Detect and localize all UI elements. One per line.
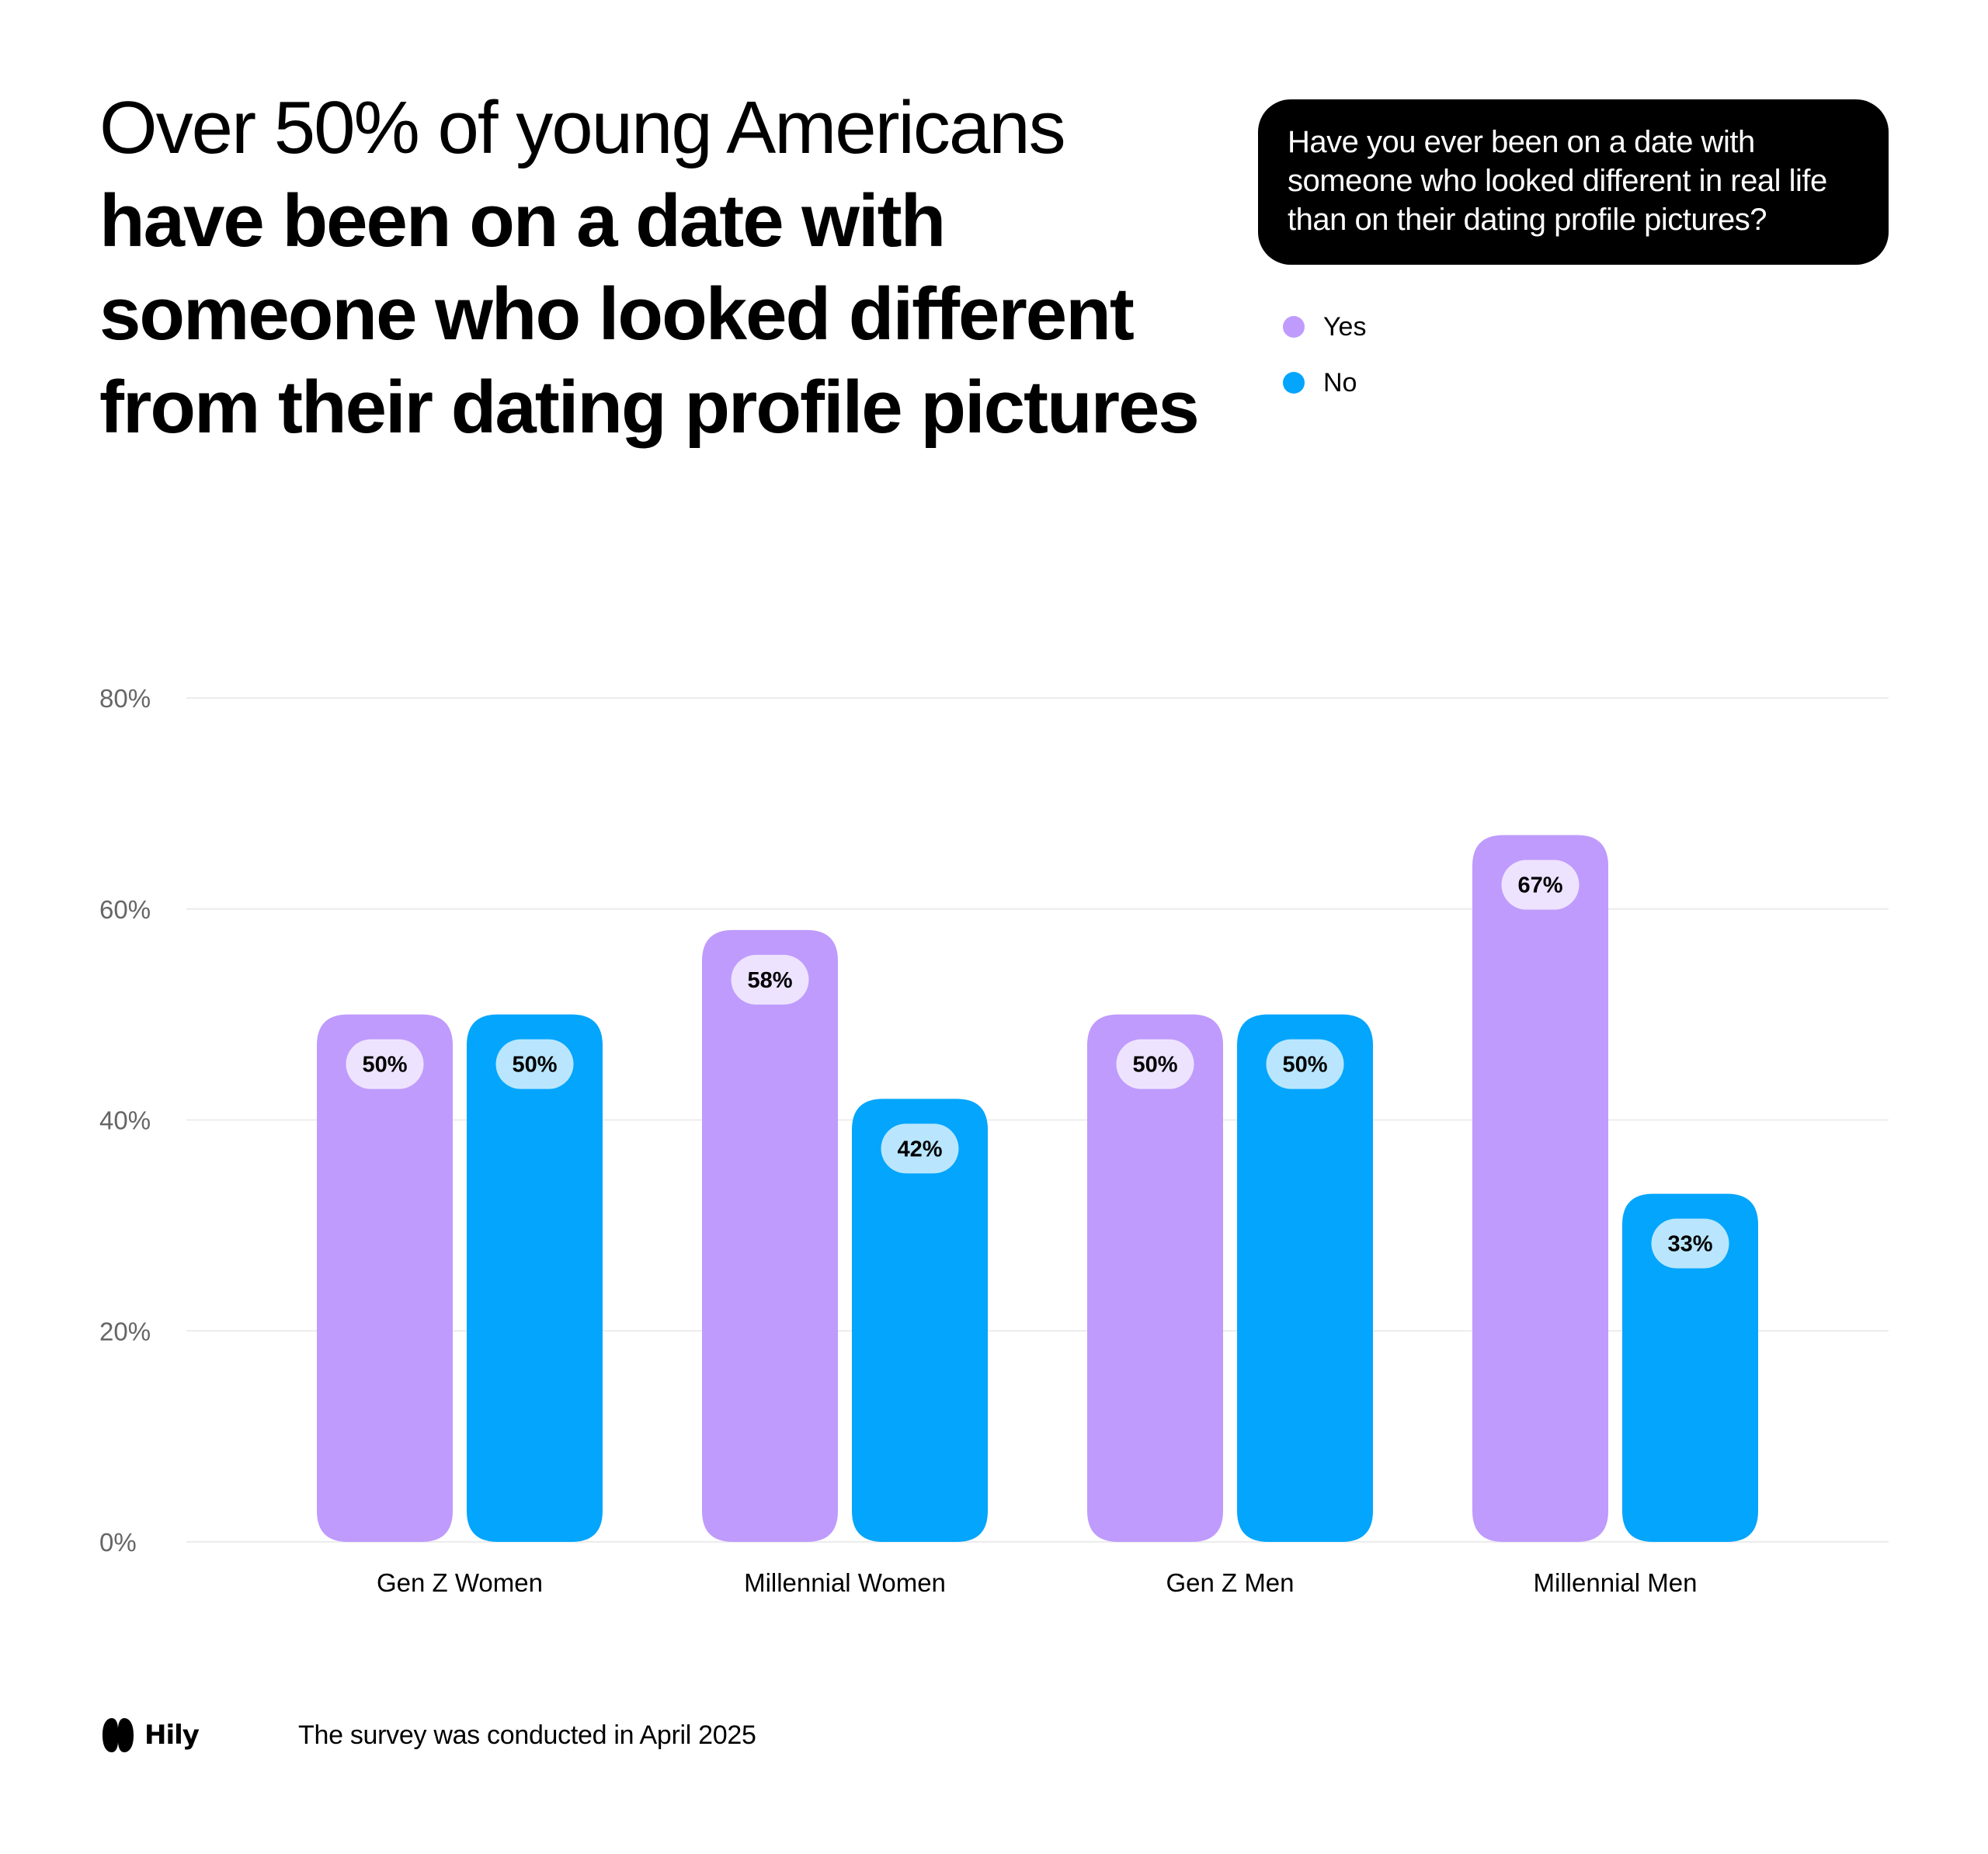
y-tick-label: 60% [99,895,151,924]
hily-logo-icon [103,1718,134,1752]
data-label-pill [1501,859,1580,910]
legend-dot-yes [1283,316,1305,338]
y-tick-label: 0% [99,1528,137,1557]
data-label-pill [1651,1218,1729,1269]
hily-logo-text: Hily [144,1720,200,1751]
data-label: 50% [512,1053,557,1078]
data-label: 50% [362,1053,407,1078]
title-bold-part: have been on a date with someone who loo… [99,179,1200,449]
bar-yes [702,929,838,1542]
data-label: 33% [1667,1232,1712,1257]
bar-no [467,1014,603,1542]
x-category-label: Gen Z Men [1166,1568,1294,1597]
legend-item-no: No [1283,355,1366,411]
y-tick-label: 20% [99,1317,151,1345]
data-label: 42% [897,1137,942,1161]
data-label-pill [881,1123,959,1174]
legend-label-yes: Yes [1323,311,1367,342]
data-label: 50% [1282,1053,1327,1078]
data-label-pill [1116,1039,1194,1089]
data-label-pill [346,1039,424,1089]
bar-yes [317,1014,453,1542]
x-category-label: Millennial Men [1534,1568,1698,1597]
y-tick-label: 40% [99,1106,151,1135]
bar-chart: 0% 20% 40% 60% 80% 50% 50% Gen Z Women 58% 42% Mil… [99,684,1889,1597]
title-light-part: Over 50% of young Americans [99,86,1066,169]
legend-label-no: No [1323,367,1357,398]
bar-no [852,1099,988,1542]
hily-logo: Hily [99,1717,200,1754]
data-label: 50% [1132,1053,1177,1078]
y-tick-label: 80% [99,684,151,713]
chart-title: Over 50% of young Americans have been on… [99,82,1225,454]
bar-no [1622,1193,1758,1542]
footnote: The survey was conducted in April 2025 [298,1720,756,1750]
footer: Hily The survey was conducted in April 2… [99,1712,756,1759]
bar-no [1237,1014,1373,1542]
survey-question-text: Have you ever been on a date with someon… [1288,125,1827,237]
chart-legend: Yes No [1283,299,1366,411]
bar-yes [1087,1014,1223,1542]
legend-item-yes: Yes [1283,299,1366,355]
bar-yes [1472,835,1608,1542]
x-category-label: Millennial Women [744,1568,946,1597]
data-label-pill [1266,1039,1344,1089]
x-category-label: Gen Z Women [377,1568,543,1597]
data-label-pill [495,1039,574,1089]
legend-dot-no [1283,372,1305,394]
data-label: 67% [1517,873,1562,898]
data-label-pill [731,954,809,1005]
data-label: 58% [747,968,792,993]
survey-question-box: Have you ever been on a date with someon… [1258,99,1889,265]
